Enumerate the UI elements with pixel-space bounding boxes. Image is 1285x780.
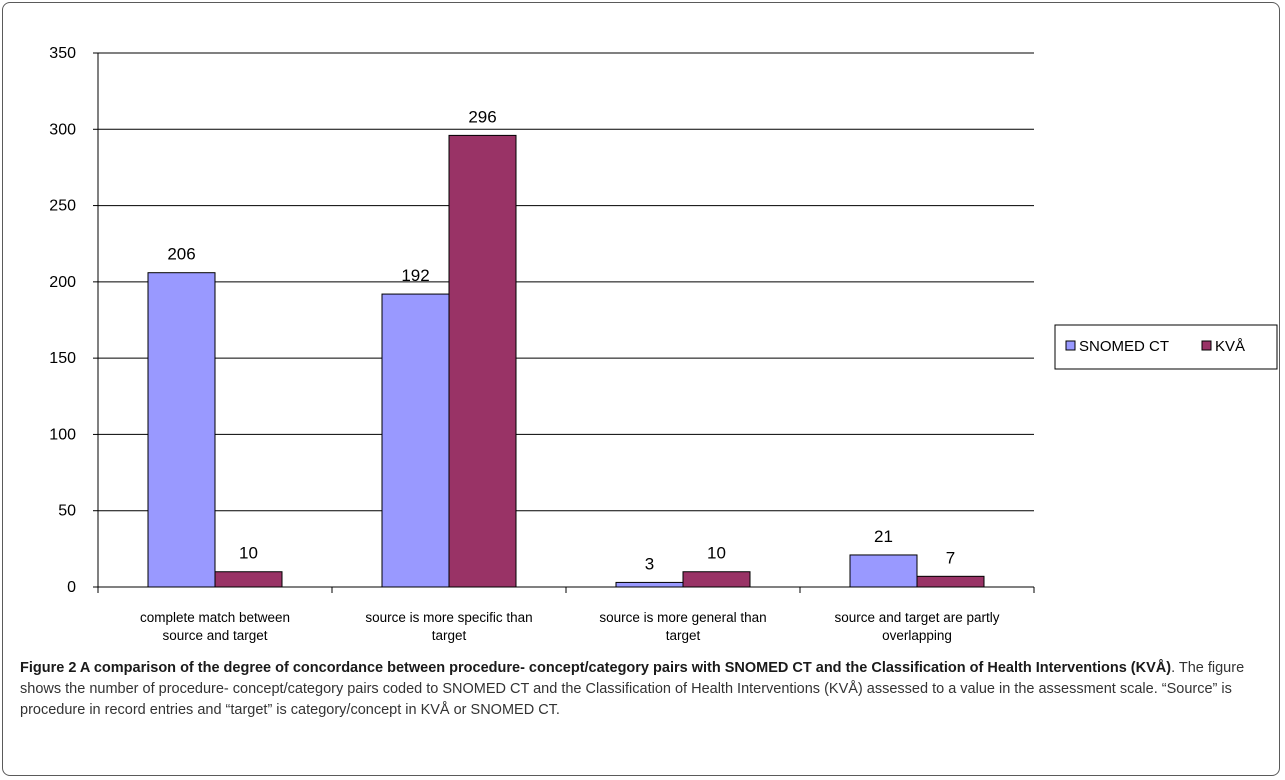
data-label: 10: [239, 544, 258, 563]
y-tick-label: 0: [67, 579, 76, 596]
x-category-label: source is more specific than: [365, 610, 532, 625]
x-category-label: source is more general than: [599, 610, 766, 625]
y-tick-label: 150: [49, 350, 76, 367]
y-tick-label: 350: [49, 45, 76, 62]
data-label: 10: [707, 544, 726, 563]
bar: [916, 575, 985, 588]
bar: [448, 134, 517, 588]
bar-chart: 0 50 100 150 200 250 300 350 complete match betw…: [49, 45, 1278, 643]
y-tick-label: 300: [49, 121, 76, 138]
y-tick-label: 250: [49, 198, 76, 215]
data-label: 192: [401, 266, 429, 285]
figure-caption: Figure 2 A comparison of the degree of c…: [20, 658, 1270, 721]
x-category-label: target: [666, 628, 701, 643]
bars: [147, 134, 985, 588]
bar: [381, 293, 450, 588]
data-label: 7: [946, 548, 955, 567]
x-category-label: overlapping: [882, 628, 952, 643]
legend-box: [1054, 324, 1278, 370]
data-labels: 206 10 192 296 3 10 21 7: [167, 107, 955, 573]
legend-label: SNOMED CT: [1079, 338, 1169, 355]
x-category-label: target: [432, 628, 467, 643]
bar: [682, 571, 751, 588]
legend-swatch: [1201, 340, 1212, 351]
legend: SNOMED CT KVÅ: [1054, 324, 1278, 370]
caption-title: Figure 2 A comparison of the degree of c…: [20, 660, 1172, 676]
x-category-label: source and target: [162, 628, 267, 643]
axes: 0 50 100 150 200 250 300 350 complete match betw…: [49, 45, 1035, 643]
caption-text: . The figure shows the number of procedu…: [20, 660, 1245, 718]
x-category-label: complete match between: [140, 610, 290, 625]
bar: [214, 571, 283, 588]
legend-swatch: [1065, 340, 1076, 351]
gridlines: [98, 52, 1034, 512]
y-tick-label: 50: [58, 503, 76, 520]
y-tick-label: 100: [49, 426, 76, 443]
data-label: 21: [874, 527, 893, 546]
data-label: 3: [645, 554, 654, 573]
data-label: 206: [167, 245, 195, 264]
bar: [849, 554, 918, 588]
legend-label: KVÅ: [1215, 338, 1245, 355]
bar: [615, 581, 684, 588]
data-label: 296: [468, 107, 496, 126]
bar: [147, 272, 216, 588]
y-tick-label: 200: [49, 274, 76, 291]
x-category-label: source and target are partly: [834, 610, 999, 625]
